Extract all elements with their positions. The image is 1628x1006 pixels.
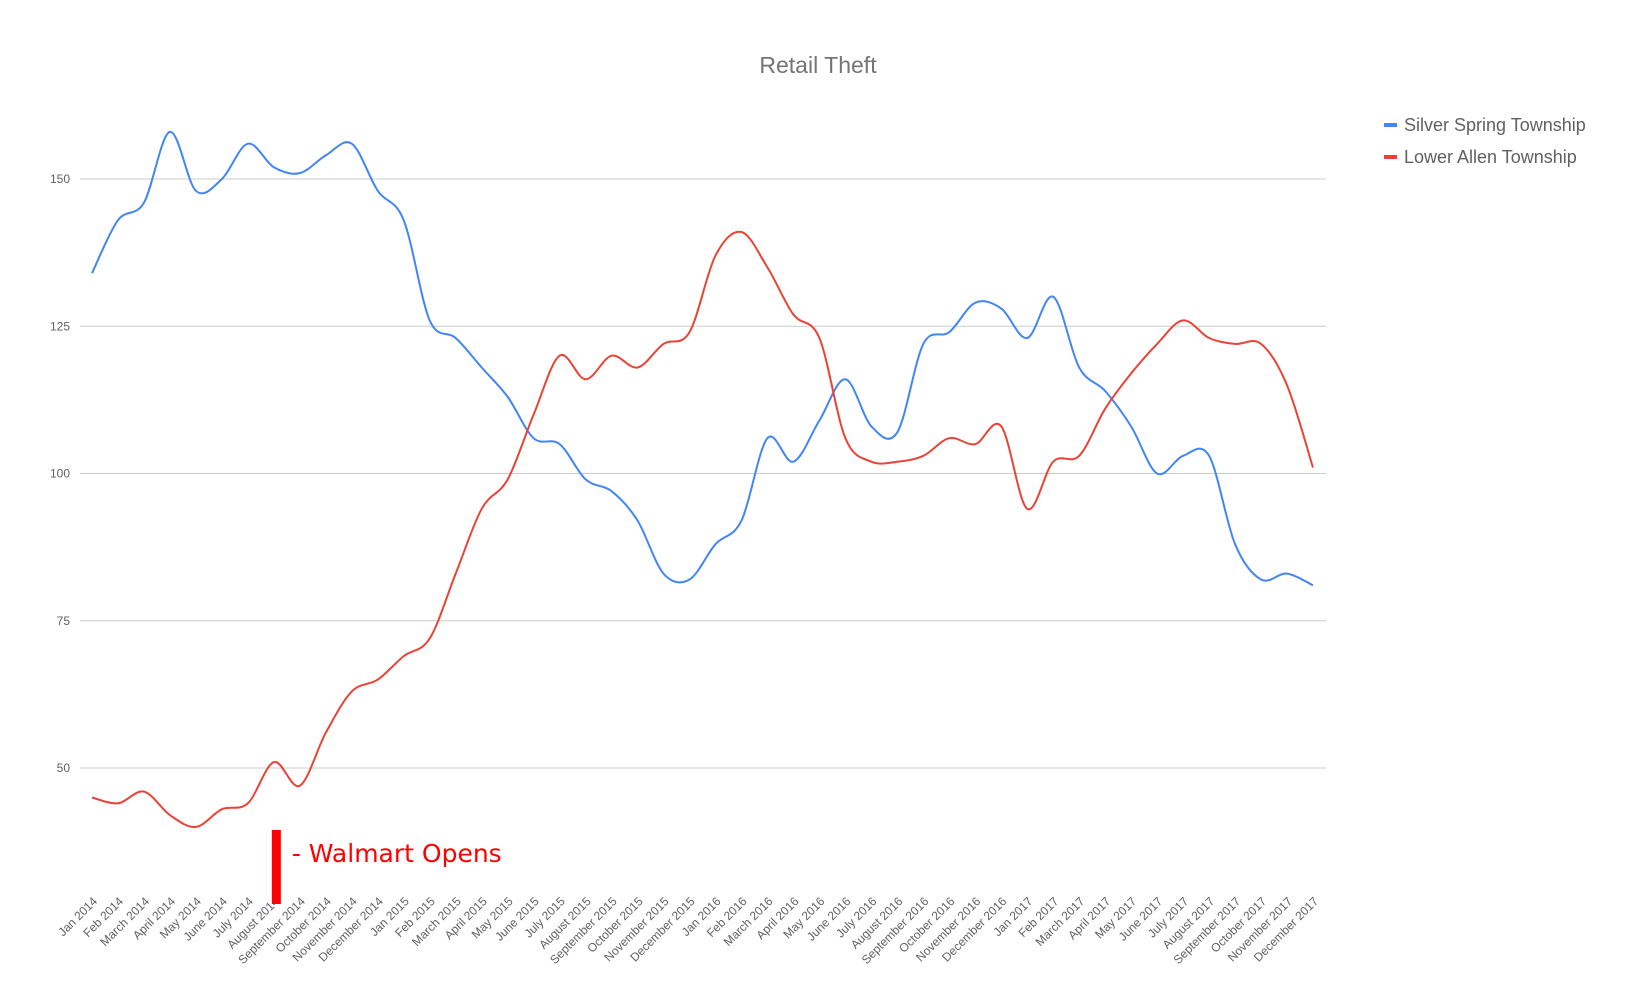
- legend-swatch: [1384, 123, 1397, 127]
- y-tick-label: 125: [50, 319, 70, 333]
- legend-swatch: [1384, 155, 1397, 159]
- series-line-silver-spring-township: [91, 130, 1314, 587]
- annotation: - Walmart Opens: [271, 830, 502, 904]
- y-axis-ticks: 50 75 100 125 150: [50, 172, 70, 775]
- chart-title: Retail Theft: [759, 52, 877, 78]
- legend-label[interactable]: Silver Spring Township: [1404, 115, 1586, 135]
- legend-label[interactable]: Lower Allen Township: [1404, 147, 1577, 167]
- walmart-opens-label: - Walmart Opens: [292, 839, 502, 868]
- series-lines: [91, 130, 1314, 828]
- series-line-lower-allen-township: [91, 230, 1314, 828]
- y-tick-label: 50: [57, 761, 71, 775]
- legend: Silver Spring Township Lower Allen Townsh…: [1384, 115, 1586, 167]
- gridlines: [80, 178, 1326, 769]
- y-tick-label: 100: [50, 467, 70, 481]
- walmart-opens-marker: [271, 830, 281, 904]
- y-tick-label: 150: [50, 172, 70, 186]
- y-tick-label: 75: [57, 614, 71, 628]
